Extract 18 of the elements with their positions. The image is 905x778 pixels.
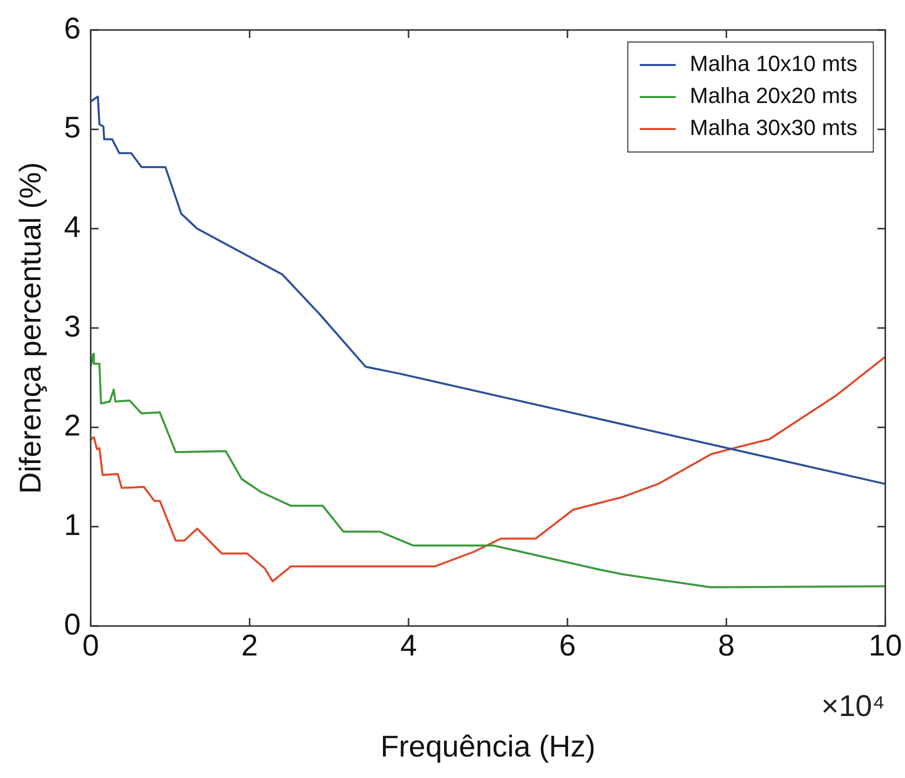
x-tick-label: 8 (718, 629, 735, 662)
x-tick-label: 10 (868, 629, 902, 662)
y-tick-label: 1 (64, 508, 81, 542)
y-tick-label: 3 (64, 310, 81, 344)
legend-label: Malha 20x20 mts (690, 83, 858, 108)
y-tick-label: 5 (64, 112, 81, 145)
y-tick-label: 4 (64, 210, 81, 244)
legend-label: Malha 30x30 mts (690, 115, 858, 140)
x-tick-label: 4 (400, 629, 417, 662)
y-tick-label: 6 (64, 12, 81, 46)
legend-label: Malha 10x10 mts (690, 51, 858, 76)
text: ×10⁴ (821, 690, 885, 724)
y-tick-label: 0 (64, 608, 81, 642)
y-tick-label: 2 (64, 410, 81, 443)
y-axis-title: Diferença percentual (%) (14, 162, 48, 494)
x-tick-label: 6 (559, 629, 576, 662)
x-axis-title: Frequência (Hz) (380, 730, 596, 764)
x-tick-label: 2 (241, 629, 258, 662)
